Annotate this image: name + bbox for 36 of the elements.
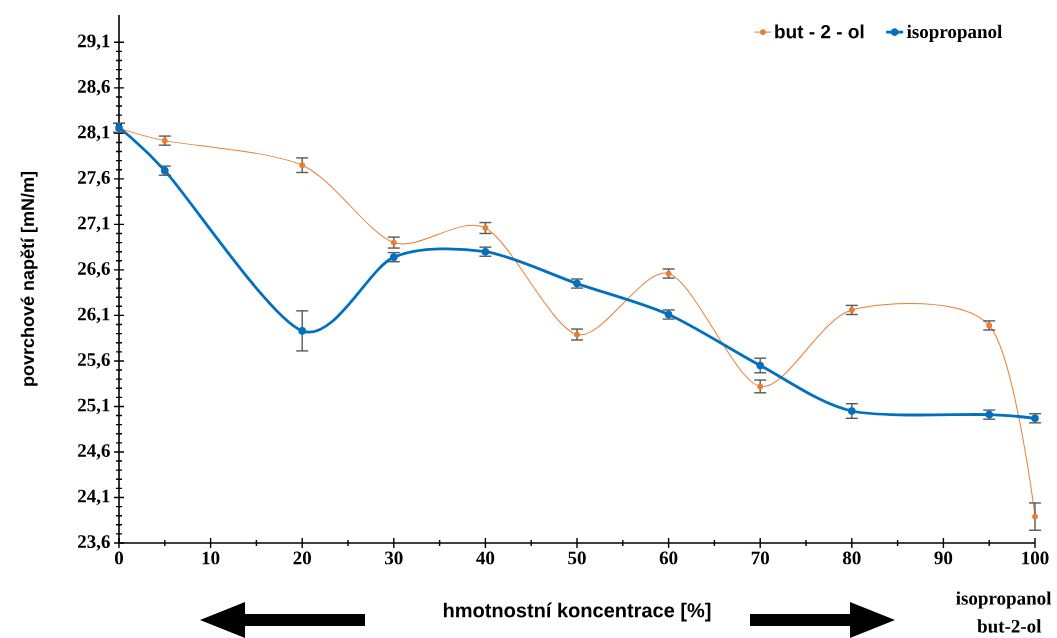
x-axis-title: hmotnostní koncentrace [%]: [443, 602, 711, 622]
y-tick-label: 26,6: [78, 262, 110, 278]
text: but-2-ol: [977, 619, 1042, 633]
x-tick-label: 60: [659, 551, 678, 565]
x-tick-label: 40: [476, 551, 495, 565]
y-tick-label: 26,1: [78, 307, 110, 324]
point: [848, 407, 856, 415]
x-tick-label: 10: [202, 551, 220, 565]
y-tick-label: 28,6: [78, 80, 110, 96]
y-tick-label: 24,1: [78, 489, 110, 506]
y-tick-label: 27,6: [78, 171, 110, 187]
y-tick-label: 25,6: [78, 353, 110, 369]
text: isopropanol: [956, 591, 1052, 609]
y-tick-label: 25,1: [78, 398, 110, 415]
point: [482, 225, 489, 231]
y-tick-label: 29,1: [78, 34, 110, 51]
point: [299, 162, 306, 169]
x-tick-label: 0: [114, 551, 124, 565]
x-tick-label: 100: [1022, 551, 1049, 565]
x-tick-label: 20: [293, 551, 311, 565]
y-tick-label: 23,6: [78, 535, 110, 551]
point: [757, 383, 764, 390]
legend-label: but - 2 - ol: [775, 24, 864, 39]
x-tick-label: 90: [934, 551, 953, 565]
x-tick-label: 30: [385, 551, 403, 565]
y-tick-label: 28,1: [78, 125, 110, 142]
point: [298, 327, 306, 335]
y-tick-label: 27,1: [78, 216, 110, 233]
y-tick-label: 24,6: [78, 444, 110, 460]
x-tick-label: 50: [568, 551, 586, 565]
y-axis-title: povrchové napětí [mN/m]: [20, 172, 38, 386]
x-tick-label: 70: [751, 551, 769, 565]
point: [1032, 513, 1038, 520]
x-tick-label: 80: [842, 551, 861, 565]
point: [756, 361, 765, 370]
legend-label: isopropanol: [907, 24, 1002, 42]
